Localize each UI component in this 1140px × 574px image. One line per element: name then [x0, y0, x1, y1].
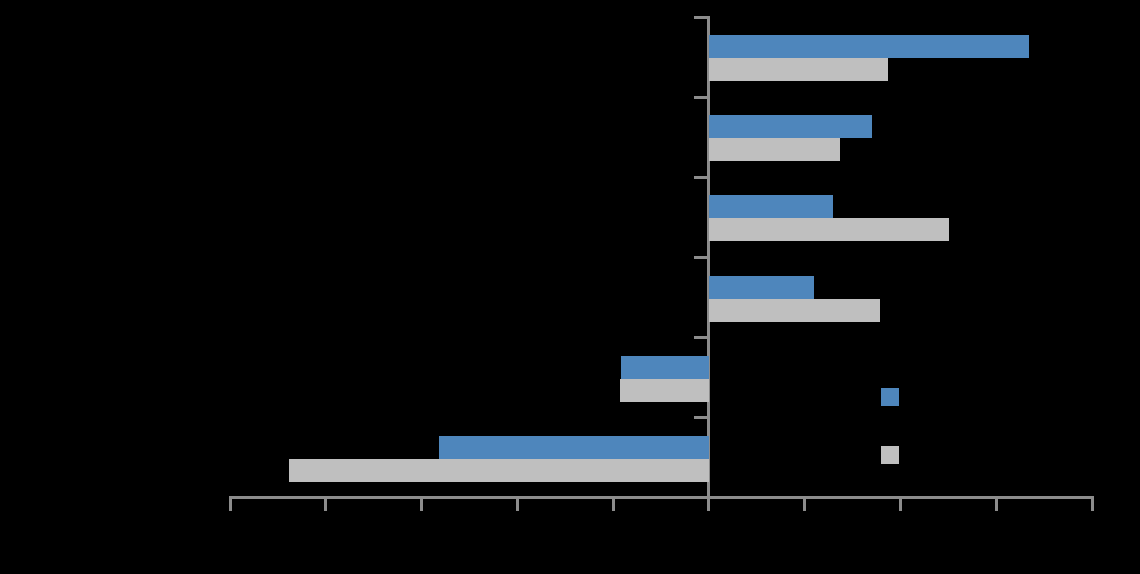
x-axis-tick	[515, 496, 519, 511]
x-axis-tick	[228, 496, 232, 511]
x-axis-tick	[803, 496, 807, 511]
y-axis-tick	[694, 95, 711, 99]
legend-swatch-gray	[881, 446, 899, 464]
bar-series-blue-row5	[620, 355, 709, 379]
bar-series-gray-row2	[708, 138, 841, 162]
legend-swatch-blue	[881, 388, 899, 406]
x-axis-tick	[420, 496, 424, 511]
x-axis-tick	[611, 496, 615, 511]
x-axis-line	[228, 496, 1094, 499]
y-axis-tick	[694, 416, 711, 420]
bar-series-blue-row4	[708, 275, 815, 299]
bar-series-blue-row2	[708, 115, 872, 139]
y-axis-tick	[694, 256, 711, 259]
x-axis-tick	[898, 496, 902, 511]
x-axis-tick	[707, 496, 711, 511]
bar-series-blue-row6	[438, 435, 709, 459]
bar-series-blue-row3	[708, 195, 834, 219]
bar-series-gray-row4	[708, 298, 881, 322]
bar-series-gray-row3	[708, 218, 950, 242]
bar-series-blue-row1	[708, 35, 1029, 58]
y-axis-tick	[694, 175, 711, 179]
y-axis-tick	[694, 336, 711, 340]
x-axis-tick	[994, 496, 998, 511]
x-axis-tick	[324, 496, 328, 511]
y-axis-tick	[694, 15, 711, 19]
x-axis-tick	[1090, 496, 1094, 511]
bar-series-gray-row6	[289, 458, 709, 482]
bar-series-gray-row5	[619, 378, 709, 402]
bar-series-gray-row1	[708, 58, 888, 81]
